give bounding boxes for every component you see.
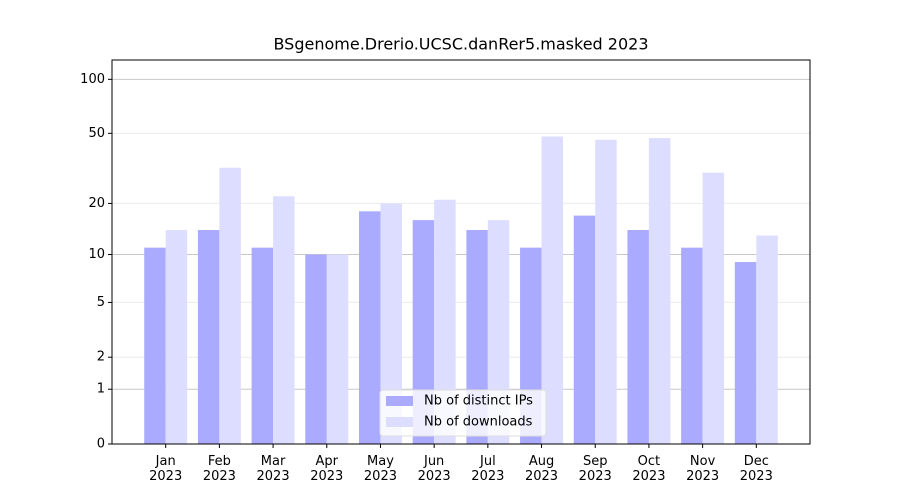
bar	[197, 230, 220, 444]
chart-title: BSgenome.Drerio.UCSC.danRer5.masked 2023	[273, 35, 648, 54]
bar	[756, 235, 778, 444]
x-tick-label: Dec 2023	[740, 454, 773, 484]
y-tick-label: 2	[97, 350, 105, 365]
plot-frame	[111, 59, 811, 445]
bar	[648, 138, 671, 444]
bar	[487, 220, 510, 444]
legend-box	[379, 389, 547, 437]
bar	[273, 196, 295, 444]
bar	[595, 139, 617, 445]
x-tick-label: Jun 2023	[418, 454, 451, 484]
bar	[305, 254, 327, 444]
bar	[358, 211, 381, 444]
legend-label: Nb of distinct IPs	[424, 394, 533, 409]
bar	[434, 199, 456, 444]
y-tick-label: 100	[80, 72, 105, 87]
x-tick-label: Feb 2023	[203, 454, 236, 484]
x-tick-label: Mar 2023	[257, 454, 290, 484]
bar	[573, 215, 596, 444]
bar	[144, 247, 166, 444]
y-tick-label: 10	[88, 247, 105, 262]
x-tick-label: Aug 2023	[525, 454, 558, 484]
x-tick-label: Sep 2023	[579, 454, 612, 484]
x-tick-label: May 2023	[364, 454, 397, 484]
bar	[627, 230, 649, 444]
x-tick-label: Jul 2023	[471, 454, 504, 484]
bar	[681, 247, 703, 444]
legend-swatch	[386, 417, 413, 427]
x-tick-label: Nov 2023	[686, 454, 719, 484]
y-tick-label: 5	[97, 295, 105, 310]
y-tick-label: 50	[88, 126, 105, 141]
bar	[251, 247, 274, 444]
bar	[165, 230, 188, 444]
x-tick-label: Apr 2023	[310, 454, 343, 484]
y-tick-label: 1	[97, 382, 105, 397]
y-tick-label: 20	[88, 196, 105, 211]
x-tick-label: Jan 2023	[149, 454, 182, 484]
x-tick-label: Oct 2023	[632, 454, 665, 484]
bar	[380, 203, 402, 444]
y-tick-label: 0	[97, 437, 105, 452]
legend-swatch	[386, 396, 413, 406]
legend-label: Nb of downloads	[424, 415, 533, 430]
bar	[412, 220, 435, 444]
bar	[541, 136, 564, 445]
bar	[702, 172, 725, 444]
bar	[219, 167, 241, 444]
bar	[734, 262, 757, 444]
bar	[326, 254, 349, 444]
